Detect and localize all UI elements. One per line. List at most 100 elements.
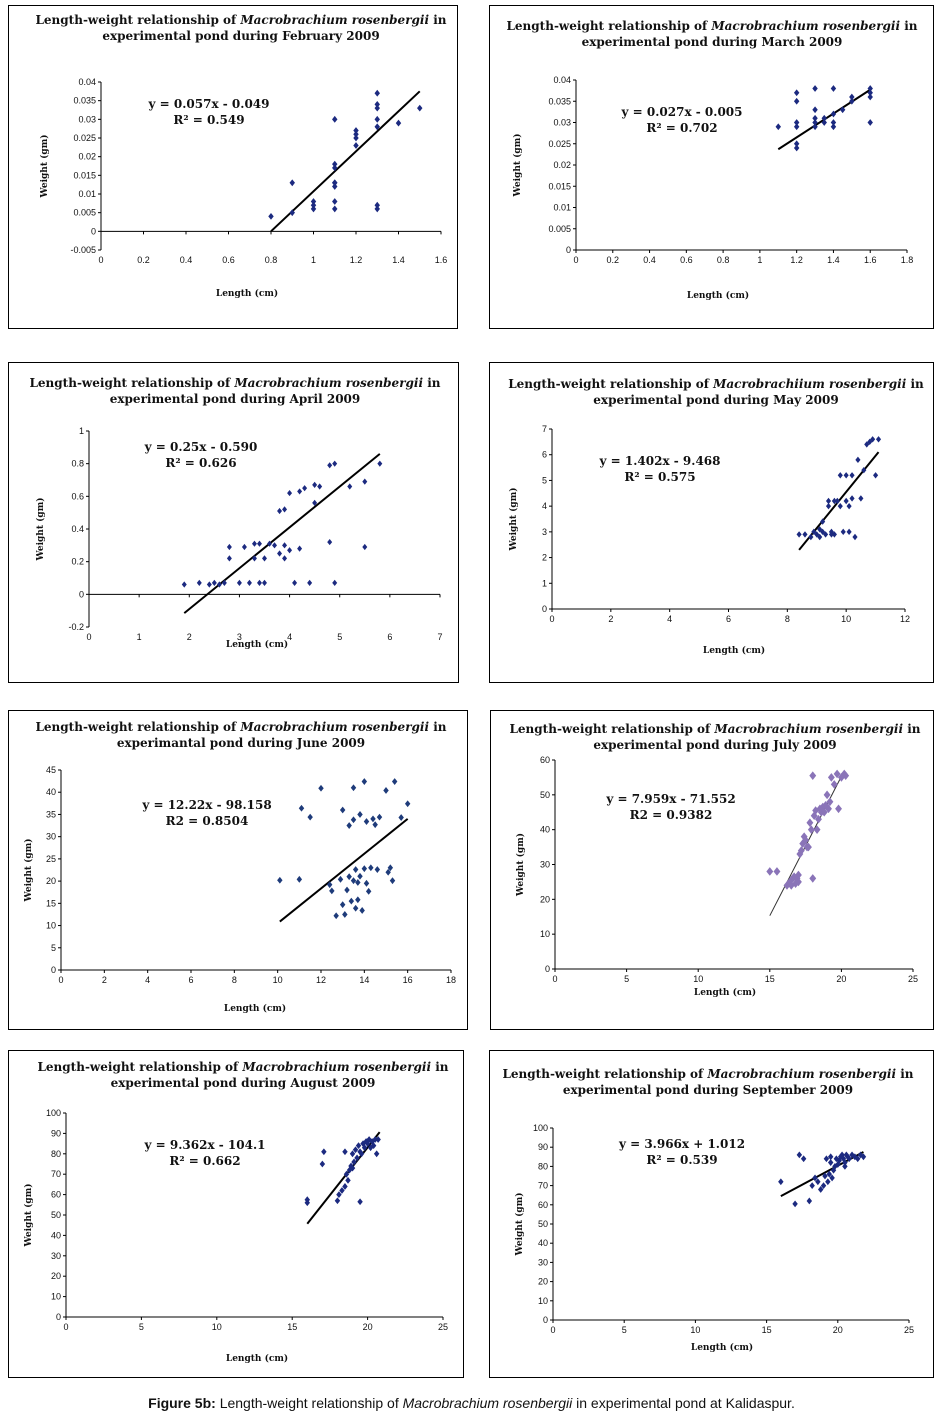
- data-point: [849, 93, 855, 101]
- data-point: [352, 904, 359, 912]
- x-tick-label: 0: [552, 974, 557, 984]
- data-point: [353, 130, 359, 138]
- x-tick-label: 6: [726, 614, 731, 624]
- data-point: [355, 879, 361, 886]
- y-tick-label: 10: [538, 1296, 548, 1306]
- x-tick-label: 18: [446, 975, 456, 985]
- x-tick-label: 2: [102, 975, 107, 985]
- y-axis-label: Weight (gm): [508, 488, 519, 552]
- chart-title-line2: experimental pond during May 2009: [593, 393, 838, 407]
- data-point: [332, 179, 338, 187]
- y-tick-label: 5: [542, 475, 547, 485]
- y-tick-label: 80: [51, 1149, 61, 1159]
- y-tick-label: 0.4: [71, 524, 84, 534]
- trendline-equation: y = 0.057x - 0.049: [147, 97, 269, 111]
- data-point: [287, 547, 293, 554]
- x-tick-label: 0: [549, 614, 554, 624]
- data-point: [867, 89, 873, 97]
- data-point: [796, 849, 804, 859]
- x-tick-label: 6: [387, 632, 392, 642]
- data-point: [282, 555, 288, 562]
- data-point: [830, 123, 837, 131]
- data-point: [339, 1187, 345, 1194]
- y-tick-label: 0: [545, 964, 550, 974]
- x-axis-label: Length (cm): [226, 639, 288, 650]
- data-point: [374, 104, 380, 112]
- data-point: [792, 1200, 798, 1208]
- data-point: [347, 483, 353, 490]
- chart-title-species: Macrobrachium rosenbergii: [239, 13, 429, 27]
- x-tick-label: 10: [212, 1322, 222, 1332]
- chart-title-prefix: Length-weight relationship of: [37, 1060, 242, 1074]
- trendline-equation: y = 1.402x - 9.468: [598, 454, 720, 468]
- chart-title-prefix: Length-weight relationship of: [35, 720, 240, 734]
- data-point: [808, 533, 814, 541]
- data-point: [867, 85, 873, 92]
- data-point: [875, 436, 882, 443]
- data-point: [374, 866, 381, 873]
- data-point: [353, 134, 359, 142]
- y-tick-label: 50: [538, 1219, 548, 1229]
- y-tick-label: 0: [91, 226, 96, 236]
- y-tick-label: 4: [542, 501, 547, 511]
- data-point: [831, 497, 837, 505]
- data-point: [332, 160, 338, 168]
- chart-title-line1: Length-weight relationship of Macrobrach…: [35, 13, 446, 27]
- y-tick-label: 60: [538, 1200, 548, 1210]
- data-point: [849, 472, 855, 479]
- chart-panel-may: Length-weight relationship of Macrobrach…: [489, 362, 934, 683]
- data-point: [830, 85, 837, 92]
- y-tick-label: 100: [46, 1108, 61, 1118]
- data-point: [775, 123, 781, 131]
- y-tick-label: 0.005: [73, 208, 96, 218]
- caption-species: Macrobrachium rosenbergii: [402, 1395, 573, 1411]
- data-point: [350, 784, 357, 792]
- data-point: [839, 106, 846, 114]
- data-point: [353, 127, 359, 134]
- data-point: [819, 802, 827, 812]
- y-tick-label: -0.005: [70, 245, 96, 255]
- data-point: [809, 874, 817, 883]
- x-tick-label: 1.4: [392, 255, 405, 265]
- caption-text-before: Length-weight relationship of: [215, 1395, 403, 1411]
- data-point: [827, 773, 835, 782]
- y-tick-label: 0.01: [78, 189, 96, 199]
- x-tick-label: 5: [139, 1322, 144, 1332]
- scatter-chart-3: Length-weight relationship of Macrobrach…: [508, 377, 924, 656]
- chart-title-species: Macrobrachium rosenbergii: [710, 19, 900, 33]
- data-point: [350, 816, 357, 824]
- chart-title-line2: experimental pond during April 2009: [110, 392, 361, 406]
- figure-caption: Figure 5b: Length-weight relationship of…: [0, 1395, 943, 1411]
- r-squared-label: R² = 0.702: [646, 121, 717, 135]
- x-tick-label: 4: [667, 614, 672, 624]
- data-point: [332, 115, 338, 123]
- x-axis-label: Length (cm): [226, 1353, 288, 1364]
- data-point: [372, 1136, 378, 1143]
- data-point: [277, 507, 283, 515]
- data-point: [298, 804, 305, 812]
- x-tick-label: 5: [337, 632, 342, 642]
- scatter-chart-5: Length-weight relationship of Macrobrach…: [509, 722, 920, 998]
- x-tick-label: 5: [624, 974, 629, 984]
- data-point: [417, 104, 423, 112]
- y-tick-label: -0.2: [68, 622, 84, 632]
- chart-title-line1: Length-weight relationship of Macrobrach…: [37, 1060, 448, 1074]
- data-point: [333, 912, 339, 920]
- data-point: [319, 1160, 326, 1168]
- data-point: [359, 907, 365, 914]
- data-point: [842, 1163, 848, 1170]
- chart-title-line1: Length-weight relationship of Macrobrach…: [506, 19, 917, 33]
- x-tick-label: 0: [98, 255, 103, 265]
- y-tick-label: 2: [542, 553, 547, 563]
- data-point: [825, 804, 832, 814]
- data-point: [344, 886, 350, 894]
- y-tick-label: 0.02: [78, 152, 96, 162]
- data-point: [357, 1198, 363, 1206]
- trendline-equation: y = 3.966x + 1.012: [618, 1137, 745, 1151]
- y-axis-label: Weight (gm): [35, 498, 46, 562]
- chart-title-line2: experimental pond during September 2009: [563, 1083, 853, 1097]
- x-tick-label: 16: [403, 975, 413, 985]
- data-point: [329, 887, 335, 895]
- data-point: [348, 897, 355, 905]
- chart-title-prefix: Length-weight relationship of: [509, 722, 714, 736]
